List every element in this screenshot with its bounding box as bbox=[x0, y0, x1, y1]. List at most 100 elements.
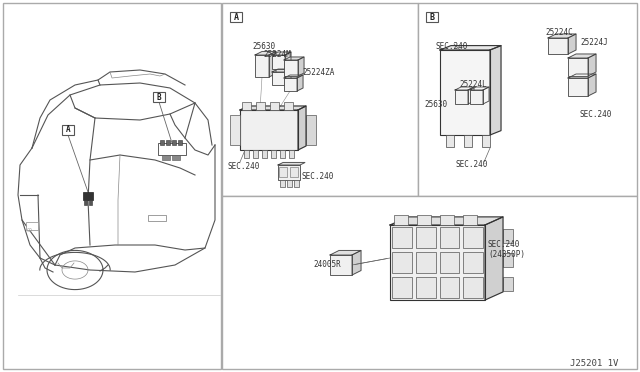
Polygon shape bbox=[272, 52, 291, 55]
Bar bbox=[256, 102, 265, 110]
Bar bbox=[89, 200, 92, 205]
Bar bbox=[290, 167, 298, 177]
Text: 25224ZA: 25224ZA bbox=[302, 68, 334, 77]
Bar bbox=[270, 102, 279, 110]
Text: SEC.240: SEC.240 bbox=[580, 110, 612, 119]
Text: J25201 1V: J25201 1V bbox=[570, 359, 618, 368]
Text: 25224J: 25224J bbox=[580, 38, 608, 47]
Text: 25630: 25630 bbox=[252, 42, 275, 51]
Bar bbox=[470, 90, 483, 104]
Text: SEC.240: SEC.240 bbox=[302, 172, 334, 181]
Polygon shape bbox=[588, 74, 596, 96]
Polygon shape bbox=[285, 69, 291, 85]
Text: 25224L: 25224L bbox=[459, 80, 487, 89]
Polygon shape bbox=[568, 74, 596, 78]
Bar bbox=[330, 255, 352, 275]
Bar bbox=[568, 78, 588, 96]
Bar bbox=[262, 150, 267, 158]
Bar bbox=[418, 3, 637, 196]
Text: A: A bbox=[66, 125, 70, 135]
Bar bbox=[440, 227, 460, 248]
Bar bbox=[153, 92, 165, 102]
Polygon shape bbox=[285, 52, 291, 69]
Polygon shape bbox=[278, 163, 305, 165]
Bar bbox=[394, 215, 408, 225]
Bar bbox=[284, 60, 298, 76]
Text: GO: GO bbox=[27, 228, 33, 233]
Bar bbox=[463, 277, 483, 298]
Polygon shape bbox=[269, 51, 276, 77]
Polygon shape bbox=[297, 75, 303, 91]
Bar bbox=[240, 110, 298, 150]
Bar bbox=[440, 50, 490, 135]
Bar bbox=[166, 140, 170, 145]
Polygon shape bbox=[483, 87, 489, 104]
Bar bbox=[289, 150, 294, 158]
Bar bbox=[392, 227, 412, 248]
Text: 25630: 25630 bbox=[424, 100, 447, 109]
Bar bbox=[222, 3, 418, 196]
Bar bbox=[178, 140, 182, 145]
Bar bbox=[62, 125, 74, 135]
Text: SEC.240: SEC.240 bbox=[228, 162, 260, 171]
Polygon shape bbox=[568, 34, 576, 54]
Bar bbox=[440, 277, 460, 298]
Bar bbox=[158, 143, 186, 155]
Polygon shape bbox=[284, 75, 303, 78]
Bar bbox=[287, 180, 292, 187]
Bar bbox=[482, 135, 490, 147]
Bar bbox=[464, 135, 472, 147]
Bar bbox=[272, 55, 285, 69]
Bar bbox=[272, 72, 285, 85]
Text: SEC.240: SEC.240 bbox=[435, 42, 467, 51]
Bar bbox=[416, 277, 435, 298]
Polygon shape bbox=[298, 57, 304, 76]
Bar bbox=[503, 253, 513, 267]
Text: (24350P): (24350P) bbox=[488, 250, 525, 259]
Text: 25224M: 25224M bbox=[263, 50, 291, 59]
Polygon shape bbox=[298, 106, 306, 150]
Bar bbox=[84, 200, 87, 205]
Bar bbox=[222, 196, 637, 369]
Polygon shape bbox=[255, 51, 276, 55]
Polygon shape bbox=[284, 57, 304, 60]
Bar bbox=[230, 12, 242, 22]
Bar bbox=[279, 167, 287, 177]
Bar bbox=[306, 115, 316, 145]
Bar bbox=[392, 252, 412, 273]
Polygon shape bbox=[588, 54, 596, 76]
Bar bbox=[244, 150, 249, 158]
Bar bbox=[278, 165, 300, 180]
Bar bbox=[255, 55, 269, 77]
Text: SEC.240: SEC.240 bbox=[455, 160, 488, 169]
Text: A: A bbox=[234, 13, 239, 22]
Bar bbox=[253, 150, 258, 158]
Polygon shape bbox=[568, 54, 596, 58]
Polygon shape bbox=[485, 217, 503, 300]
Polygon shape bbox=[455, 87, 474, 90]
Bar bbox=[426, 12, 438, 22]
Bar bbox=[416, 252, 435, 273]
Bar bbox=[148, 215, 166, 221]
Polygon shape bbox=[330, 250, 361, 255]
Bar bbox=[284, 102, 293, 110]
Polygon shape bbox=[468, 87, 474, 104]
Bar bbox=[26, 222, 38, 230]
Bar bbox=[230, 115, 240, 145]
Text: 25224C: 25224C bbox=[545, 28, 573, 37]
Bar bbox=[417, 215, 431, 225]
Polygon shape bbox=[470, 87, 489, 90]
Polygon shape bbox=[440, 46, 501, 50]
Bar bbox=[172, 140, 176, 145]
Bar bbox=[463, 252, 483, 273]
Bar bbox=[162, 155, 170, 160]
Bar bbox=[271, 150, 276, 158]
Text: SEC.240: SEC.240 bbox=[488, 240, 520, 249]
Bar bbox=[463, 215, 477, 225]
Bar bbox=[455, 90, 468, 104]
Bar bbox=[160, 140, 164, 145]
Bar bbox=[416, 227, 435, 248]
Bar bbox=[440, 252, 460, 273]
Bar bbox=[392, 277, 412, 298]
Polygon shape bbox=[352, 250, 361, 275]
